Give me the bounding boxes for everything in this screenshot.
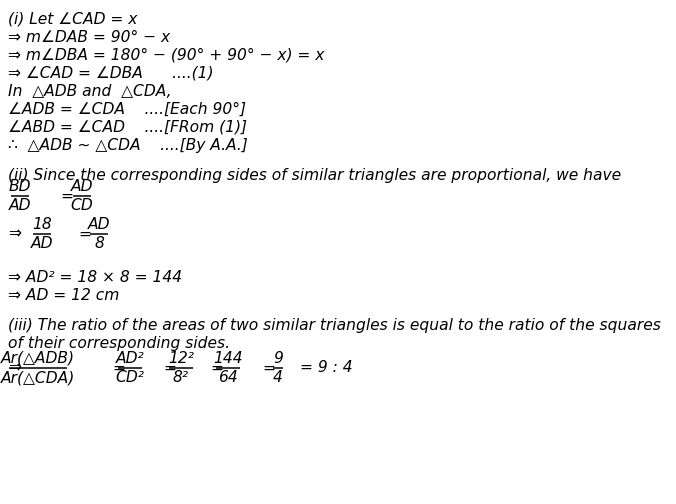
Text: ⇒: ⇒ xyxy=(8,360,21,375)
Text: 8: 8 xyxy=(94,236,104,251)
Text: ∠ADB = ∠CDA    ....[Each 90°]: ∠ADB = ∠CDA ....[Each 90°] xyxy=(8,102,246,117)
Text: AD: AD xyxy=(30,236,53,251)
Text: (iii) The ratio of the areas of two similar triangles is equal to the ratio of t: (iii) The ratio of the areas of two simi… xyxy=(8,318,661,333)
Text: ⇒: ⇒ xyxy=(8,226,21,241)
Text: =: = xyxy=(262,360,275,375)
Text: ⇒ AD² = 18 × 8 = 144: ⇒ AD² = 18 × 8 = 144 xyxy=(8,270,182,285)
Text: of their corresponding sides.: of their corresponding sides. xyxy=(8,336,230,351)
Text: AD: AD xyxy=(71,179,93,194)
Text: CD²: CD² xyxy=(116,370,145,385)
Text: =: = xyxy=(78,226,91,241)
Text: 18: 18 xyxy=(32,217,52,232)
Text: AD: AD xyxy=(9,198,31,213)
Text: =: = xyxy=(60,188,73,204)
Text: CD: CD xyxy=(70,198,93,213)
Text: 4: 4 xyxy=(273,370,283,385)
Text: 12²: 12² xyxy=(168,351,194,366)
Text: =: = xyxy=(210,360,223,375)
Text: ⇒ AD = 12 cm: ⇒ AD = 12 cm xyxy=(8,288,120,303)
Text: Ar(△ADB): Ar(△ADB) xyxy=(1,351,75,366)
Text: Ar(△CDA): Ar(△CDA) xyxy=(1,370,75,385)
Text: ∠ABD = ∠CAD    ....[FRom (1)]: ∠ABD = ∠CAD ....[FRom (1)] xyxy=(8,120,247,135)
Text: ∴  △ADB ~ △CDA    ....[By A.A.]: ∴ △ADB ~ △CDA ....[By A.A.] xyxy=(8,138,247,153)
Text: 64: 64 xyxy=(218,370,238,385)
Text: ⇒ ∠CAD = ∠DBA      ....(1): ⇒ ∠CAD = ∠DBA ....(1) xyxy=(8,66,214,81)
Text: =: = xyxy=(112,360,125,375)
Text: In  △ADB and  △CDA,: In △ADB and △CDA, xyxy=(8,84,172,99)
Text: ⇒ m∠DAB = 90° − x: ⇒ m∠DAB = 90° − x xyxy=(8,30,170,45)
Text: 8²: 8² xyxy=(173,370,189,385)
Text: (i) Let ∠CAD = x: (i) Let ∠CAD = x xyxy=(8,12,137,27)
Text: AD²: AD² xyxy=(116,351,145,366)
Text: AD: AD xyxy=(88,217,110,232)
Text: ⇒ m∠DBA = 180° − (90° + 90° − x) = x: ⇒ m∠DBA = 180° − (90° + 90° − x) = x xyxy=(8,48,324,63)
Text: = 9 : 4: = 9 : 4 xyxy=(300,360,353,375)
Text: =: = xyxy=(163,360,176,375)
Text: BD: BD xyxy=(9,179,31,194)
Text: (ii) Since the corresponding sides of similar triangles are proportional, we hav: (ii) Since the corresponding sides of si… xyxy=(8,168,621,183)
Text: 144: 144 xyxy=(213,351,243,366)
Text: 9: 9 xyxy=(273,351,283,366)
